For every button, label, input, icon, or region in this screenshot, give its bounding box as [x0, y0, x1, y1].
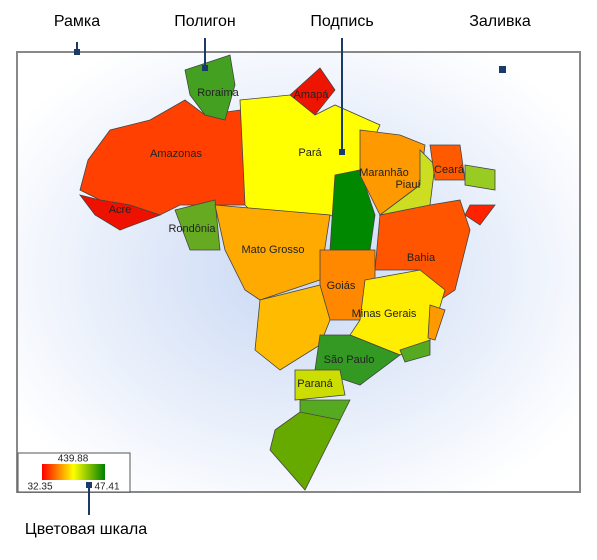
- state: [464, 204, 496, 226]
- scale-ramp: [42, 464, 105, 480]
- callout: Подпись: [310, 13, 373, 30]
- callout: Цветовая шкала: [25, 521, 147, 538]
- region-label: Bahia: [407, 252, 436, 264]
- region-label: Amapá: [294, 89, 330, 101]
- region-label: Minas Gerais: [352, 308, 417, 320]
- region-label: Goiás: [327, 280, 356, 292]
- state: [79, 194, 162, 231]
- region-label: Acre: [109, 204, 132, 216]
- region-labels: Amazonas Acre Roraima Amapá Pará Rondôni…: [109, 87, 465, 390]
- callout-marker: [499, 66, 506, 73]
- region-label: Pará: [298, 147, 322, 159]
- state: [399, 339, 431, 363]
- state: [374, 199, 471, 301]
- scale-label: 439.88: [58, 454, 89, 465]
- callout-marker: [339, 149, 345, 155]
- region-label: Mato Grosso: [242, 244, 305, 256]
- callout-marker: [74, 49, 80, 55]
- region-label: Piauí: [395, 179, 420, 191]
- state: [184, 54, 236, 121]
- region-label: Amazonas: [150, 148, 202, 160]
- callout: Рамка: [54, 13, 100, 30]
- state: [464, 164, 496, 191]
- state: [174, 199, 221, 251]
- callouts: Рамка Полигон Подпись Заливка Цветовая ш…: [25, 13, 531, 538]
- callout-marker: [202, 65, 208, 71]
- state: [427, 304, 446, 341]
- callout: Полигон: [174, 13, 236, 30]
- state: [329, 169, 376, 251]
- region-label: Ceará: [434, 164, 465, 176]
- scale-label: 32.35: [27, 482, 52, 493]
- region-label: Roraima: [197, 87, 239, 99]
- callout: Заливка: [469, 13, 531, 30]
- scale-label: 47.41: [94, 482, 119, 493]
- region-label: Rondônia: [168, 223, 216, 235]
- polygons: [79, 54, 496, 491]
- region-label: Paraná: [297, 378, 333, 390]
- region-label: Maranhão: [359, 167, 409, 179]
- region-label: São Paulo: [324, 354, 375, 366]
- state: [294, 369, 346, 401]
- color-scale: 439.88 32.35 47.41: [17, 452, 131, 493]
- state: [269, 411, 341, 491]
